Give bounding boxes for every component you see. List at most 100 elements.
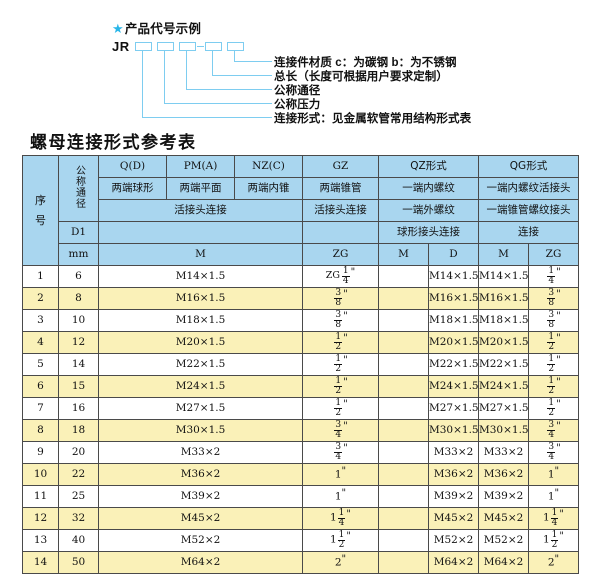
cell-qg-m: M39×2 [478,485,529,508]
cell-seq: 5 [22,353,59,376]
header-code-pma: PM(A) [166,155,235,178]
fraction-denominator: 4 [338,518,345,528]
cell-qz-d: M64×2 [428,551,479,574]
cell-thread-m: M18×1.5 [98,309,303,332]
inch-mark: " [559,531,565,542]
inch-mark: " [346,509,352,520]
cell-qg-zg: 3 4 " [528,441,579,464]
cell-thread-m: M16×1.5 [98,287,303,310]
cell-nominal-diameter: 16 [58,397,99,420]
cell-nominal-diameter: 20 [58,441,99,464]
star-icon: ★ [112,21,124,36]
table-title: 螺母连接形式参考表 [30,133,197,153]
cell-qz-d: M33×2 [428,441,479,464]
cell-nominal-diameter: 50 [58,551,99,574]
header-nominal-diameter-text: 公称通径 [73,164,85,209]
fraction-denominator: 2 [548,364,555,374]
leader-line-connection-form-vertical [142,51,144,118]
header-seq-line2: 号 [35,213,46,227]
fraction-numerator: 3 [547,420,556,431]
cell-qg-zg: 1" [528,463,579,486]
fraction-numerator: 3 [547,288,556,299]
cell-qg-zg: 1 1 2 " [528,529,579,552]
table-row: 14 50 M64×2 2" M64×2 M64×2 2" [22,551,579,574]
cell-seq: 14 [22,551,59,574]
fraction-numerator: 1 [334,398,343,409]
whole-number: 2 [334,557,342,570]
cell-qg-zg: 3 8 " [528,287,579,310]
leader-line-nominal-diameter-horizontal [186,89,272,91]
table-row: 7 16 M27×1.5 1 2 " M27×1.5 M27×1.5 1 2 " [22,397,579,420]
fraction-numerator: 1 [547,332,556,343]
fraction-denominator: 4 [548,452,555,462]
cell-qg-m: M20×1.5 [478,331,529,354]
fraction-numerator: 1 [547,266,556,277]
header-code-qg: QG形式 [478,155,579,178]
cell-seq: 6 [22,375,59,398]
fraction-denominator: 2 [338,540,345,550]
table-row: 11 25 M39×2 1" M39×2 M39×2 1" [22,485,579,508]
leader-line-material-horizontal [234,61,272,63]
inch-mark: " [554,466,560,478]
fraction-denominator: 4 [548,430,555,440]
zg-prefix: ZG [325,270,340,282]
cell-qg-zg: 1 2 " [528,331,579,354]
leader-line-nominal-diameter-vertical [186,51,188,90]
table-row: 13 40 M52×2 1 1 2 " M52×2 M52×2 1 1 2 " [22,529,579,552]
fraction-numerator: 1 [550,530,559,541]
fraction-denominator: 8 [335,298,342,308]
inch-mark: " [343,311,348,322]
header-desc-qz: 一端内螺纹 [378,177,479,200]
annotation-connection-form: 连接形式：见金属软管常用结构形式表 [274,113,472,125]
code-separator-dash [197,46,204,48]
whole-number: 1 [547,469,555,482]
cell-thread-m: M36×2 [98,463,303,486]
inch-mark: " [556,289,561,300]
inch-mark: " [556,399,561,410]
inch-mark: " [554,554,560,566]
fraction-denominator: 4 [551,518,558,528]
fraction-numerator: 1 [334,376,343,387]
cell-gz: 3 8 " [302,287,379,310]
cell-thread-m: M33×2 [98,441,303,464]
cell-qg-m: M14×1.5 [478,265,529,288]
cell-gz: 3 8 " [302,309,379,332]
fraction-numerator: 3 [334,442,343,453]
leader-line-connection-form-horizontal [142,117,272,119]
inch-mark: " [343,377,348,388]
inch-mark: " [346,531,352,542]
inch-mark: " [556,421,561,432]
cell-thread-m: M22×1.5 [98,353,303,376]
cell-qg-zg: 1" [528,485,579,508]
table-row: 10 22 M36×2 1" M36×2 M36×2 1" [22,463,579,486]
cell-qz-d: M14×1.5 [428,265,479,288]
fraction-numerator: 3 [334,310,343,321]
annotation-total-length: 总长（长度可根据用户要求定制） [274,71,448,83]
cell-seq: 1 [22,265,59,288]
table-row: 5 14 M22×1.5 1 2 " M22×1.5 M22×1.5 1 2 " [22,353,579,376]
cell-gz: 2" [302,551,379,574]
leader-line-nominal-pressure-horizontal [164,103,272,105]
fraction-denominator: 2 [335,408,342,418]
header-code-gz: GZ [302,155,379,178]
leader-line-total-length-horizontal [212,75,272,77]
inch-mark: " [559,509,565,520]
fraction-denominator: 4 [335,430,342,440]
cell-qz-d: M45×2 [428,507,479,530]
cell-nominal-diameter: 18 [58,419,99,442]
cell-qz-d: M22×1.5 [428,353,479,376]
header-desc-qd: 两端球形 [98,177,167,200]
cell-thread-m: M27×1.5 [98,397,303,420]
header-row-desc: 两端球形 两端平面 两端内锥 两端锥管 一端内螺纹 一端内螺纹活接头 [23,177,579,200]
cell-gz: 1 2 " [302,353,379,376]
code-box-5 [227,42,244,51]
fraction-denominator: 2 [551,540,558,550]
cell-qz-d: M39×2 [428,485,479,508]
cell-qg-m: M16×1.5 [478,287,529,310]
cell-gz: ZG 1 4 " [302,265,379,288]
inch-mark: " [343,443,348,454]
cell-qg-zg: 1 2 " [528,375,579,398]
